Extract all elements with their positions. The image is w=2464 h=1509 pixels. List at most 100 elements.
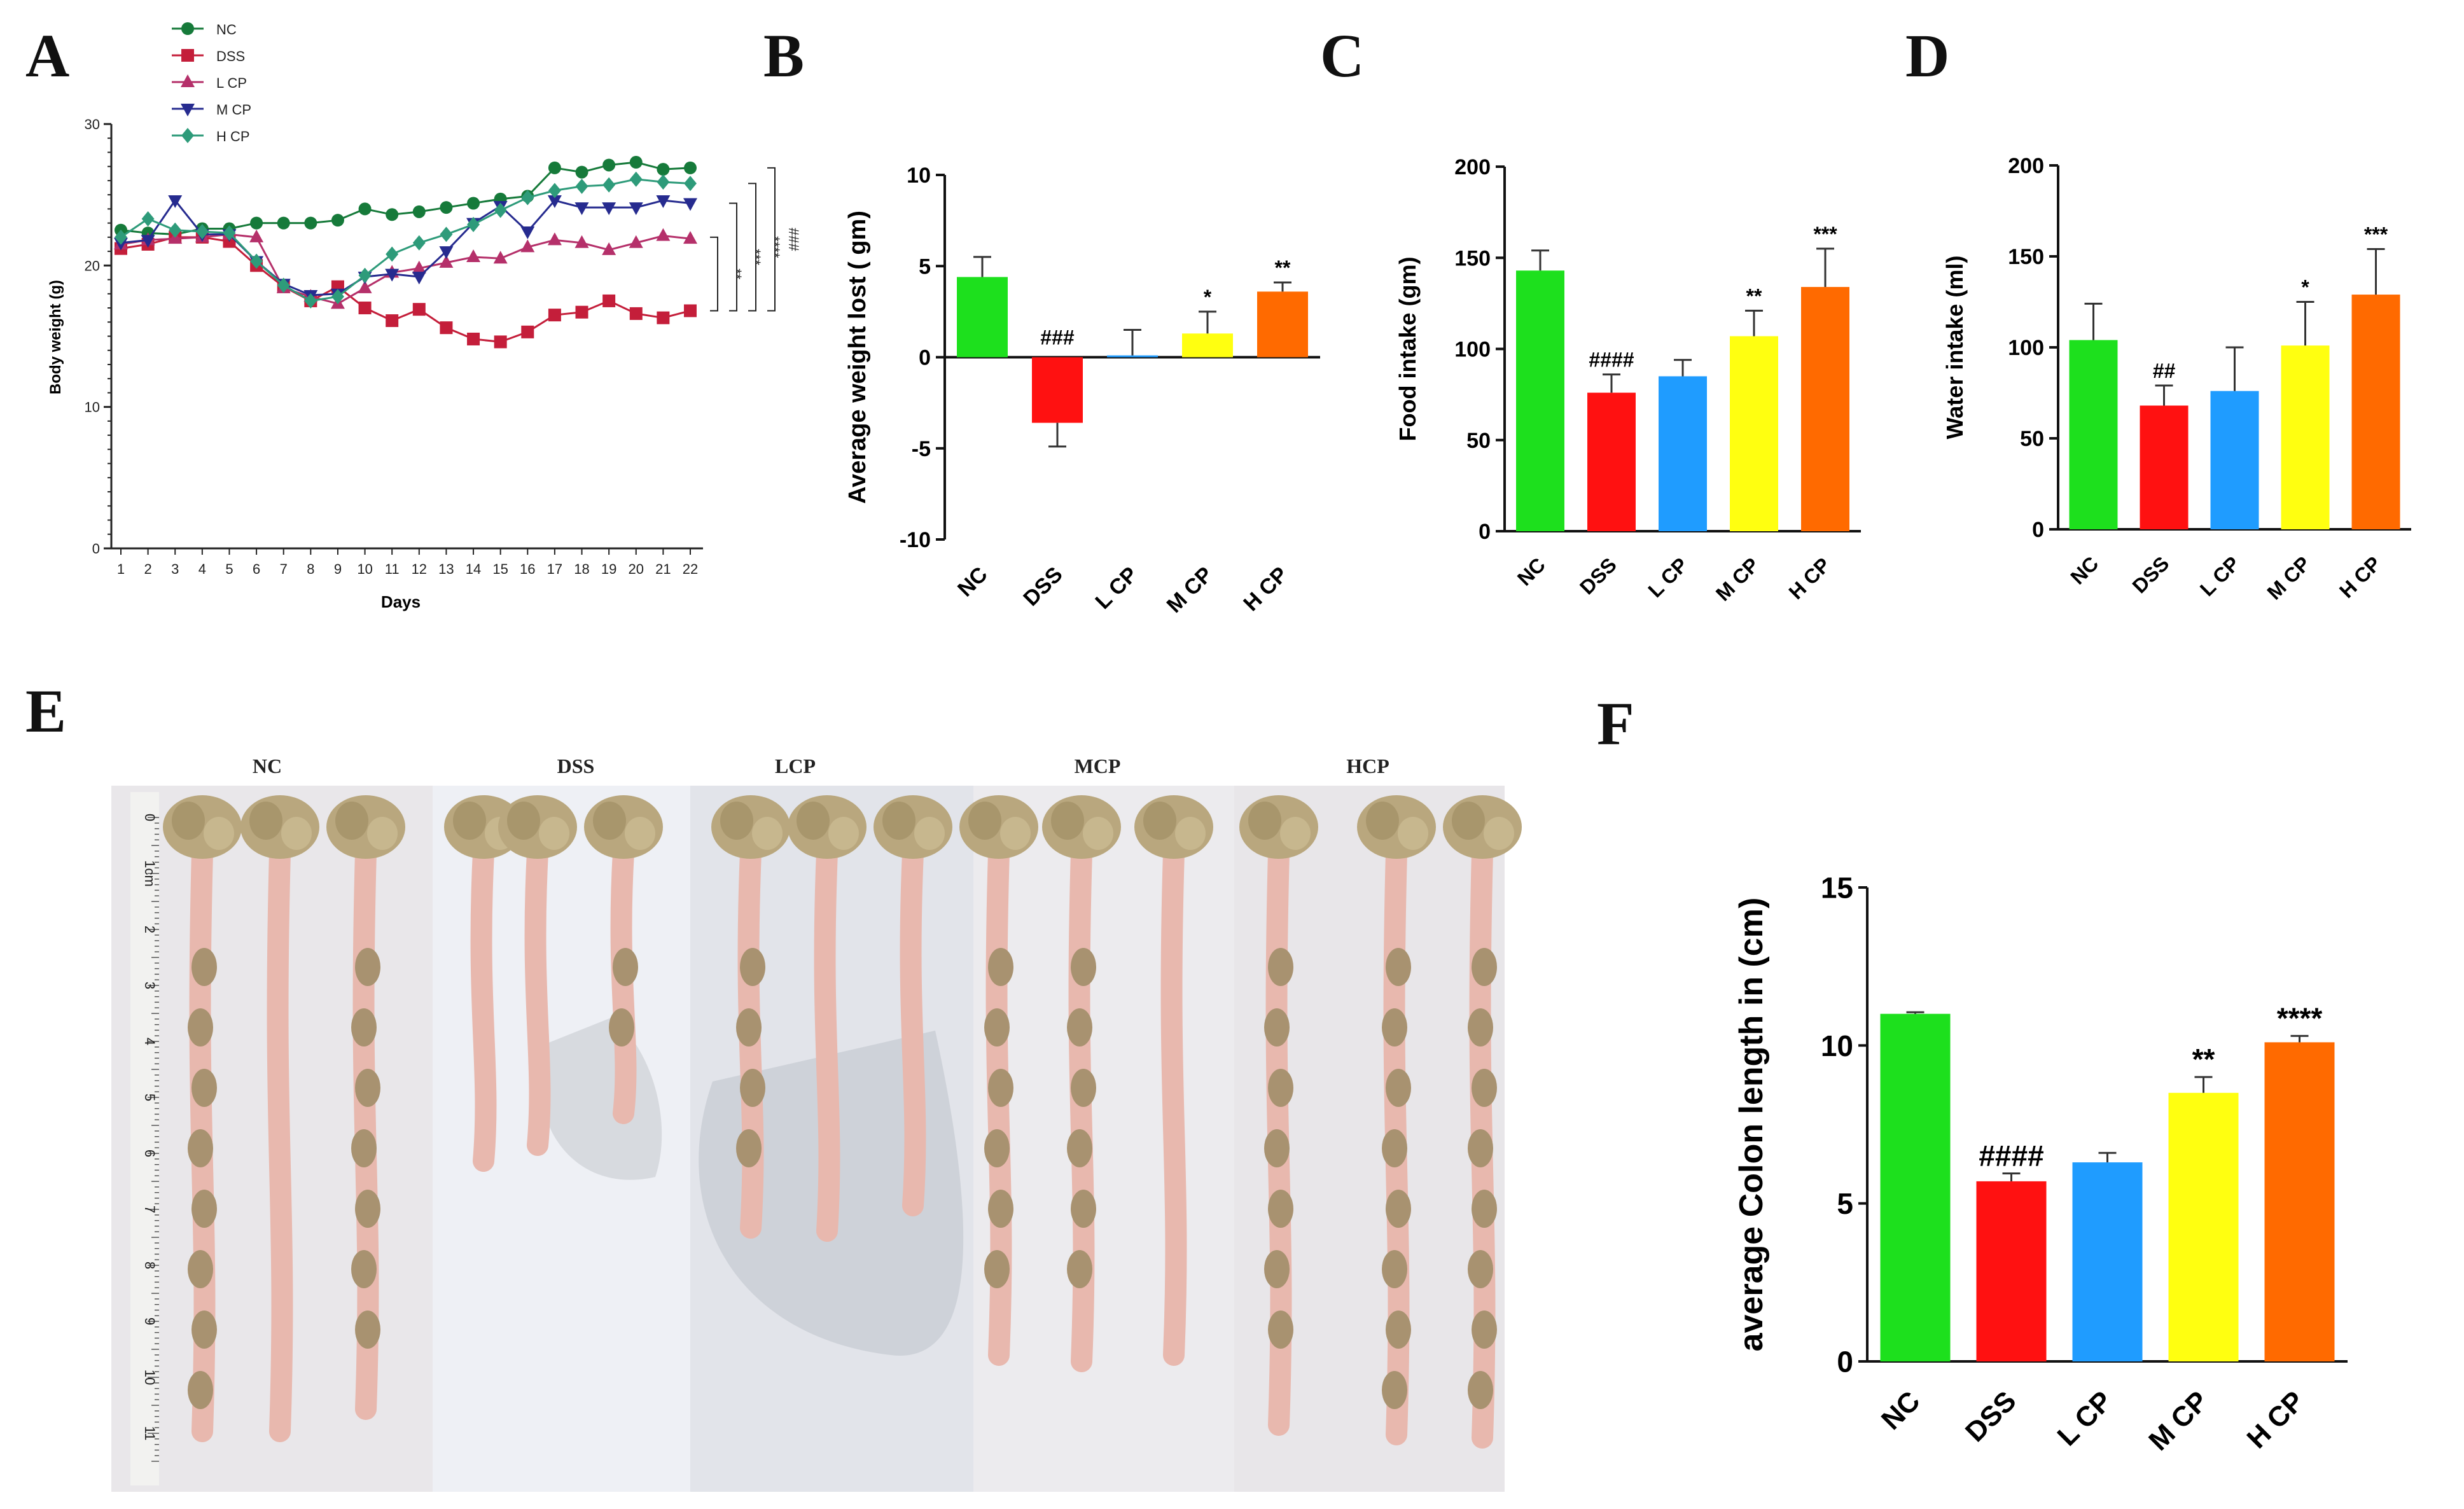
significance-bracket xyxy=(748,183,756,312)
data-point xyxy=(304,293,317,309)
group-label: DSS xyxy=(557,754,595,777)
cecum-fold xyxy=(281,817,312,850)
colon-specimen xyxy=(788,795,867,1242)
bar-m-cp xyxy=(2281,345,2330,529)
cecum-fold xyxy=(367,817,398,850)
x-tick-label: H CP xyxy=(2241,1385,2311,1454)
y-tick-label: 100 xyxy=(1454,338,1491,362)
significance-bracket xyxy=(767,167,776,312)
x-tick-label: DSS xyxy=(1019,562,1067,611)
data-point xyxy=(386,246,399,262)
data-point xyxy=(602,294,616,307)
data-point xyxy=(358,202,372,216)
y-tick-label: 100 xyxy=(2008,336,2044,360)
ruler-number: 11 xyxy=(142,1426,158,1441)
data-point xyxy=(439,254,454,268)
data-point xyxy=(331,289,344,305)
x-tick-label: 12 xyxy=(412,561,427,577)
panel-label-a: A xyxy=(25,22,69,90)
legend-label: M CP xyxy=(216,102,251,118)
colon-specimen xyxy=(240,795,319,1442)
legend-label: NC xyxy=(216,22,237,38)
fecal-pellet xyxy=(988,948,1013,986)
y-axis-title: Average weight lost ( gm) xyxy=(844,211,871,504)
data-point xyxy=(575,165,588,179)
bar-l-cp xyxy=(2072,1162,2143,1361)
x-tick-label: H CP xyxy=(1239,562,1292,616)
significance-label: * xyxy=(2301,276,2309,299)
colon-tube xyxy=(470,842,497,1172)
y-tick-label: 10 xyxy=(1821,1029,1853,1062)
panel-label-c: C xyxy=(1320,22,1364,90)
x-tick-label: 3 xyxy=(171,561,179,577)
colon-specimen xyxy=(326,795,405,1420)
series-line xyxy=(120,161,691,235)
fecal-pellet xyxy=(609,1008,634,1047)
data-point xyxy=(602,177,616,193)
data-point xyxy=(684,304,697,317)
cecum-fold xyxy=(1280,817,1311,850)
cecum-fold xyxy=(249,802,282,840)
fecal-pellet xyxy=(736,1129,762,1167)
fecal-pellet xyxy=(740,948,765,986)
cecum-fold xyxy=(1083,817,1113,850)
data-point xyxy=(195,223,209,239)
data-point xyxy=(358,267,372,283)
significance-label: ** xyxy=(2192,1043,2215,1076)
data-point xyxy=(683,231,697,244)
x-tick-label: 19 xyxy=(601,561,616,577)
fecal-pellet xyxy=(191,1311,217,1349)
data-point xyxy=(629,307,643,320)
bar-h-cp xyxy=(2351,295,2400,529)
fecal-pellet xyxy=(1468,1371,1493,1409)
colon-tube xyxy=(267,842,293,1442)
fecal-pellet xyxy=(1386,948,1411,986)
fecal-pellet xyxy=(736,1008,762,1047)
legend-label: L CP xyxy=(216,75,247,91)
significance-label: ## xyxy=(2153,359,2176,382)
data-point xyxy=(629,171,643,187)
data-point xyxy=(494,202,507,218)
y-tick-label: 0 xyxy=(1479,520,1491,544)
data-point xyxy=(412,272,426,285)
fecal-pellet xyxy=(984,1129,1010,1167)
y-tick-label: 50 xyxy=(1466,429,1491,453)
y-tick-label: 30 xyxy=(85,116,100,132)
data-point xyxy=(439,246,454,260)
group-label: LCP xyxy=(775,754,816,777)
fecal-pellet xyxy=(1472,1311,1497,1349)
x-tick-label: 9 xyxy=(334,561,342,577)
fecal-pellet xyxy=(351,1008,377,1047)
y-tick-label: 15 xyxy=(1821,872,1853,905)
y-tick-label: -5 xyxy=(912,437,931,461)
data-point xyxy=(521,325,534,338)
cecum-fold xyxy=(828,817,859,850)
bar-nc xyxy=(1880,1013,1951,1361)
colon-specimen xyxy=(163,795,242,1442)
ruler-number: 8 xyxy=(142,1262,158,1269)
cecum-fold xyxy=(172,802,205,840)
data-point xyxy=(141,235,155,248)
data-point xyxy=(440,226,453,242)
significance-label: ### xyxy=(1040,326,1075,349)
data-point xyxy=(520,226,535,239)
cecum-fold xyxy=(1000,817,1031,850)
bar-nc xyxy=(1516,270,1564,531)
colon-specimen xyxy=(1042,795,1121,1372)
y-axis-title: average Colon length in (cm) xyxy=(1733,898,1770,1352)
bar-dss xyxy=(2140,405,2189,529)
data-point xyxy=(684,161,697,174)
data-point xyxy=(574,202,589,216)
fecal-pellet xyxy=(1067,1008,1092,1047)
panel-label-b: B xyxy=(763,22,804,90)
data-point xyxy=(440,321,453,335)
cecum-fold xyxy=(914,817,945,850)
y-tick-label: 0 xyxy=(2032,518,2044,542)
ruler-number: 3 xyxy=(142,982,158,989)
fecal-pellet xyxy=(1268,1069,1293,1107)
bar-m-cp xyxy=(1730,336,1778,531)
bar-h-cp xyxy=(2264,1042,2335,1361)
x-tick-label: M CP xyxy=(2262,552,2314,604)
cecum-fold xyxy=(335,802,368,840)
